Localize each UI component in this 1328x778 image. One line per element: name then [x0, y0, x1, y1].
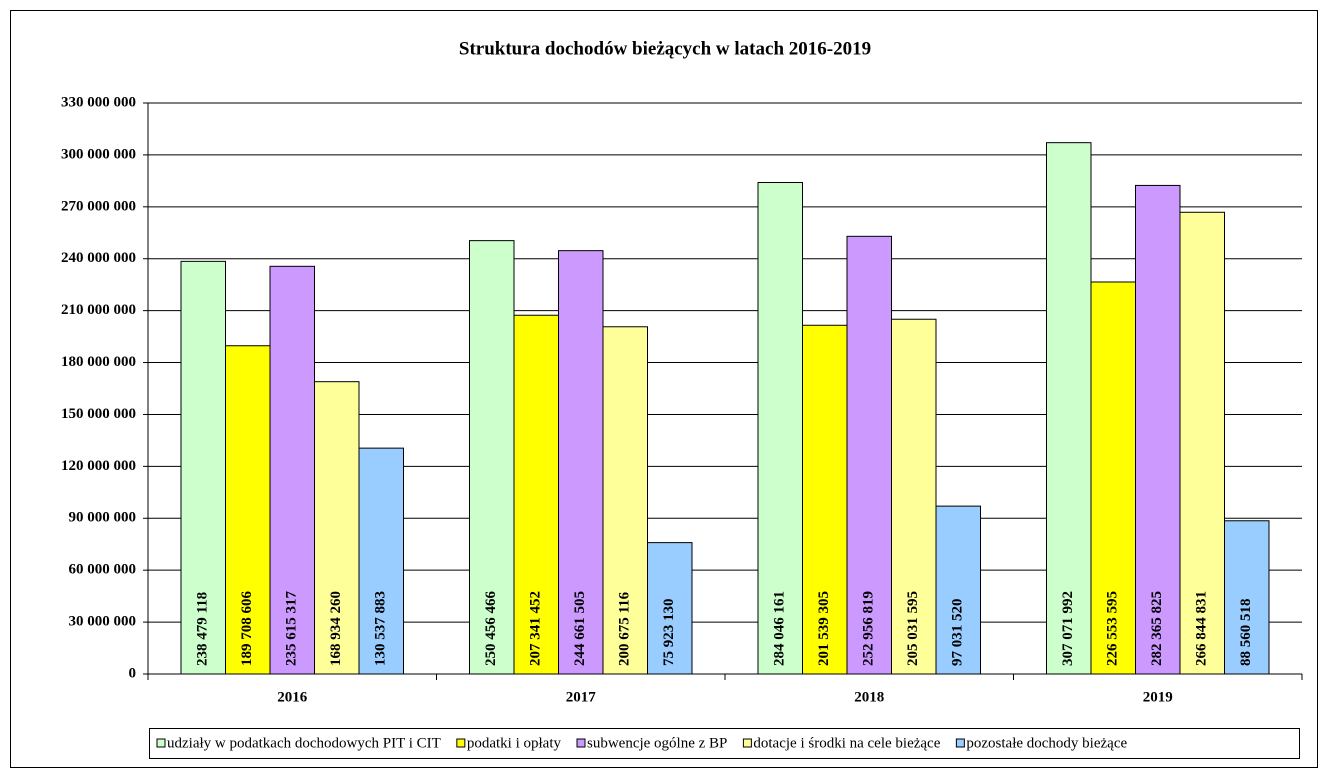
bar [225, 345, 271, 675]
y-tick-label: 270 000 000 [61, 198, 136, 214]
y-tick-label: 60 000 000 [69, 562, 137, 578]
value-label: 200 675 116 [617, 591, 633, 666]
bar [1135, 184, 1181, 675]
x-tick-label: 2016 [277, 689, 308, 705]
y-tick-label: 330 000 000 [61, 94, 136, 110]
bar [757, 182, 803, 675]
y-tick-label: 120 000 000 [61, 458, 136, 474]
bar [1179, 211, 1225, 675]
bar [513, 314, 559, 675]
bar [358, 447, 404, 675]
legend-label: dotacje i środki na cele bieżące [753, 735, 940, 751]
bar [846, 235, 892, 675]
y-tick-label: 90 000 000 [69, 510, 137, 526]
legend-swatch [742, 738, 752, 748]
value-label: 284 046 161 [772, 591, 788, 666]
bar [558, 250, 604, 675]
value-label: 252 956 819 [861, 591, 877, 666]
bar [891, 318, 937, 675]
value-label: 235 615 317 [284, 591, 300, 667]
bar [269, 265, 315, 675]
bar [1046, 142, 1092, 675]
value-label: 88 560 518 [1238, 599, 1254, 667]
y-tick-label: 300 000 000 [61, 146, 136, 162]
value-label: 130 537 883 [373, 591, 389, 666]
legend-label: podatki i opłaty [467, 735, 562, 751]
bar [647, 542, 693, 675]
value-label: 207 341 452 [528, 591, 544, 666]
value-label: 168 934 260 [328, 591, 344, 666]
legend-swatch [576, 738, 586, 748]
y-tick-label: 150 000 000 [61, 406, 136, 422]
value-label: 75 923 130 [661, 599, 677, 667]
legend-box [149, 728, 1300, 759]
y-tick-label: 0 [129, 665, 137, 681]
bar [935, 505, 981, 675]
value-label: 266 844 831 [1194, 591, 1210, 666]
value-label: 205 031 595 [905, 591, 921, 666]
bar [469, 240, 515, 675]
chart-title: Struktura dochodów bieżących w latach 20… [459, 38, 871, 59]
value-label: 201 539 305 [816, 591, 832, 666]
value-label: 307 071 992 [1060, 591, 1076, 666]
bar [802, 324, 848, 675]
value-label: 282 365 825 [1149, 591, 1165, 666]
value-label: 97 031 520 [950, 599, 966, 667]
y-tick-label: 30 000 000 [69, 614, 137, 630]
y-tick-label: 180 000 000 [61, 354, 136, 370]
bar [1090, 281, 1136, 675]
bar [602, 326, 648, 675]
bar [180, 260, 226, 675]
value-label: 189 708 606 [239, 591, 255, 667]
value-label: 226 553 595 [1105, 591, 1121, 666]
x-tick-label: 2019 [1143, 689, 1173, 705]
legend-label: udziały w podatkach dochodowych PIT i CI… [167, 735, 441, 751]
x-tick-label: 2017 [566, 689, 597, 705]
legend-swatch [955, 738, 965, 748]
y-tick-label: 240 000 000 [61, 250, 136, 266]
legend-label: pozostałe dochody bieżące [966, 735, 1127, 751]
value-label: 238 479 118 [195, 592, 211, 666]
bar [1224, 520, 1270, 675]
legend-swatch [456, 738, 466, 748]
value-label: 244 661 505 [572, 591, 588, 666]
value-label: 250 456 466 [483, 591, 499, 667]
x-tick-label: 2018 [854, 689, 884, 705]
legend-label: subwencje ogólne z BP [587, 735, 727, 751]
y-tick-label: 210 000 000 [61, 302, 136, 318]
legend-swatch [156, 738, 166, 748]
